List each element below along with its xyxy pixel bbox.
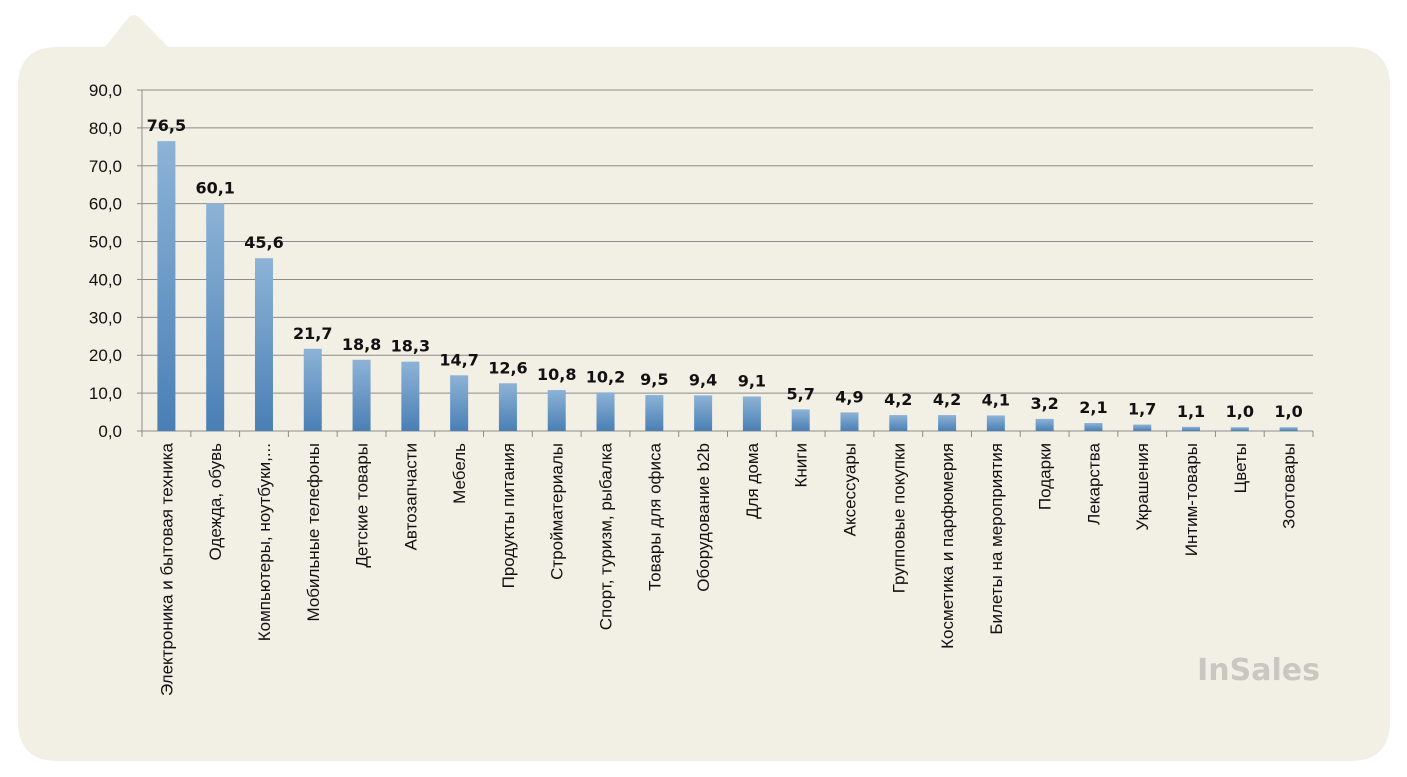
- y-tick-label: 30,0: [89, 308, 122, 327]
- bar: [1279, 427, 1298, 431]
- data-label: 18,3: [391, 337, 430, 356]
- bar: [694, 395, 713, 431]
- data-label: 45,6: [244, 233, 283, 252]
- insales-logo: InSales: [1197, 653, 1320, 688]
- bar: [303, 348, 322, 431]
- y-tick-label: 90,0: [89, 81, 122, 100]
- category-label: Аксессуары: [840, 443, 859, 536]
- category-label: Продукты питания: [499, 443, 518, 588]
- category-label: Для дома: [743, 442, 762, 518]
- bar: [547, 390, 566, 431]
- bar: [791, 409, 810, 431]
- data-label: 9,4: [689, 370, 717, 389]
- y-tick-label: 50,0: [89, 233, 122, 252]
- category-label: Мобильные телефоны: [304, 443, 323, 622]
- bar: [1133, 424, 1152, 431]
- y-tick-label: 80,0: [89, 119, 122, 138]
- data-label: 10,2: [586, 367, 625, 386]
- bars: [157, 141, 1298, 431]
- bar: [450, 375, 469, 431]
- data-label: 14,7: [439, 350, 478, 369]
- category-label: Книги: [792, 443, 811, 487]
- bar: [1182, 426, 1201, 431]
- category-label: Детские товары: [353, 443, 372, 568]
- data-label: 1,0: [1274, 402, 1302, 421]
- data-label: 12,6: [488, 358, 527, 377]
- category-label: Мебель: [450, 443, 469, 504]
- data-label: 10,8: [537, 365, 576, 384]
- value-labels: 76,5 60,1 45,6 21,7 18,8 18,3 14,7 12,6 10,8 10,2…: [147, 116, 1303, 421]
- category-label: Подарки: [1036, 443, 1055, 510]
- data-label: 3,2: [1030, 394, 1058, 413]
- y-tick-label: 60,0: [89, 195, 122, 214]
- category-label: Автозапчасти: [401, 443, 420, 550]
- data-label: 76,5: [147, 116, 186, 135]
- bar: [889, 415, 908, 431]
- category-label: Оборудование b2b: [694, 443, 713, 592]
- category-label: Билеты на мероприятия: [987, 443, 1006, 635]
- bar: [840, 412, 859, 431]
- y-tick-label: 20,0: [89, 346, 122, 365]
- category-label: Групповые покупки: [889, 443, 908, 593]
- bar: [401, 361, 420, 431]
- chart-panel: [18, 15, 1390, 761]
- bar: [645, 395, 664, 431]
- category-label: Цветы: [1231, 443, 1250, 493]
- data-label: 1,0: [1226, 402, 1254, 421]
- category-label: Спорт, туризм, рыбалка: [597, 442, 616, 630]
- bar: [352, 359, 371, 431]
- data-label: 1,1: [1177, 402, 1205, 421]
- category-label: Украшения: [1133, 443, 1152, 531]
- bar: [1084, 423, 1103, 431]
- category-label: Косметика и парфюмерия: [938, 443, 957, 649]
- y-tick-label: 10,0: [89, 384, 122, 403]
- y-tick-labels: 0,0 10,0 20,0 30,0 40,0 50,0 60,0 70,0 80,0 90,0: [89, 81, 122, 441]
- data-label: 9,1: [738, 372, 766, 391]
- data-label: 4,1: [982, 390, 1010, 409]
- data-label: 4,2: [884, 390, 912, 409]
- axes: [137, 89, 1314, 437]
- data-label: 9,5: [640, 370, 668, 389]
- data-label: 4,2: [933, 390, 961, 409]
- bar: [254, 258, 273, 431]
- category-label: Интим-товары: [1182, 443, 1201, 556]
- category-label: Одежда, обувь: [206, 443, 225, 561]
- grid-lines: [142, 89, 1313, 394]
- data-label: 2,1: [1079, 398, 1107, 417]
- category-label: Лекарства: [1084, 442, 1103, 524]
- bar: [938, 415, 957, 431]
- category-label: Зоотовары: [1280, 443, 1299, 529]
- bar: [742, 396, 761, 431]
- y-tick-label: 70,0: [89, 157, 122, 176]
- bar: [1230, 427, 1249, 431]
- bar: [1035, 418, 1054, 431]
- bar: [986, 415, 1005, 431]
- y-tick-label: 0,0: [98, 422, 122, 441]
- category-label: Компьютеры, ноутбуки,...: [255, 443, 274, 641]
- category-labels: Электроника и бытовая техника Одежда, обу…: [157, 442, 1298, 696]
- data-label: 5,7: [787, 384, 815, 403]
- bar: [157, 141, 176, 431]
- category-label: Электроника и бытовая техника: [157, 442, 176, 696]
- data-label: 60,1: [195, 178, 234, 197]
- category-label: Товары для офиса: [645, 442, 664, 590]
- bar: [206, 203, 225, 431]
- bar: [498, 383, 517, 431]
- bar: [596, 392, 615, 431]
- data-label: 1,7: [1128, 400, 1156, 419]
- data-label: 4,9: [835, 387, 863, 406]
- y-tick-label: 40,0: [89, 270, 122, 289]
- data-label: 18,8: [342, 335, 381, 354]
- category-label: Стройматериалы: [548, 443, 567, 580]
- data-label: 21,7: [293, 324, 332, 343]
